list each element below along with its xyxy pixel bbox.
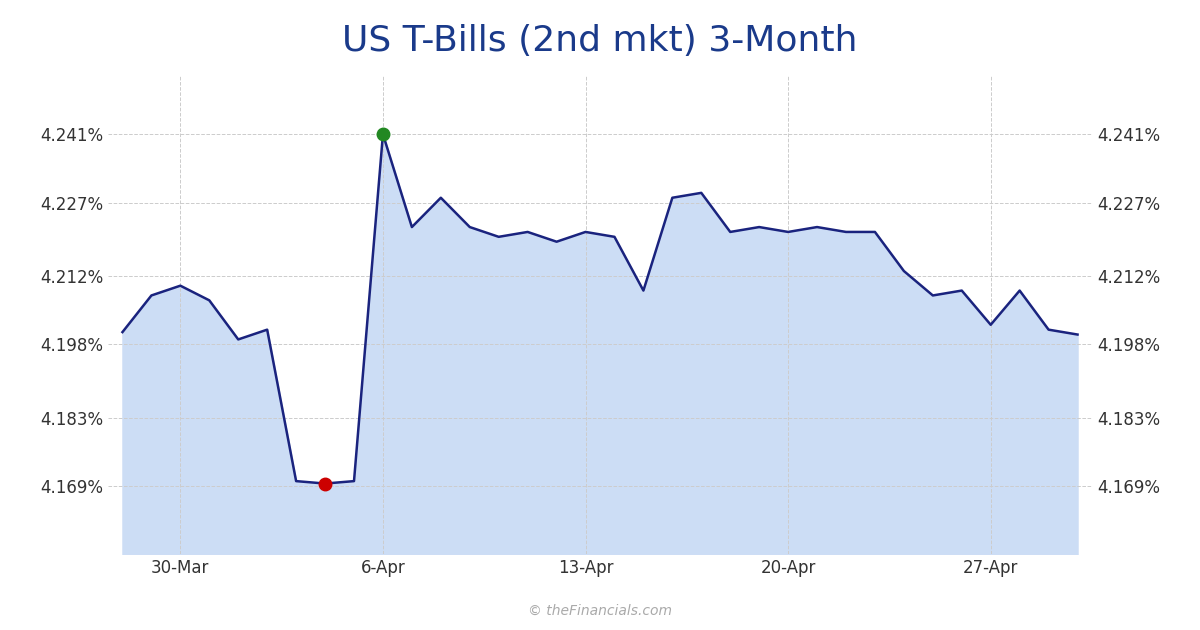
Title: US T-Bills (2nd mkt) 3-Month: US T-Bills (2nd mkt) 3-Month bbox=[342, 23, 858, 57]
Text: © theFinancials.com: © theFinancials.com bbox=[528, 604, 672, 617]
